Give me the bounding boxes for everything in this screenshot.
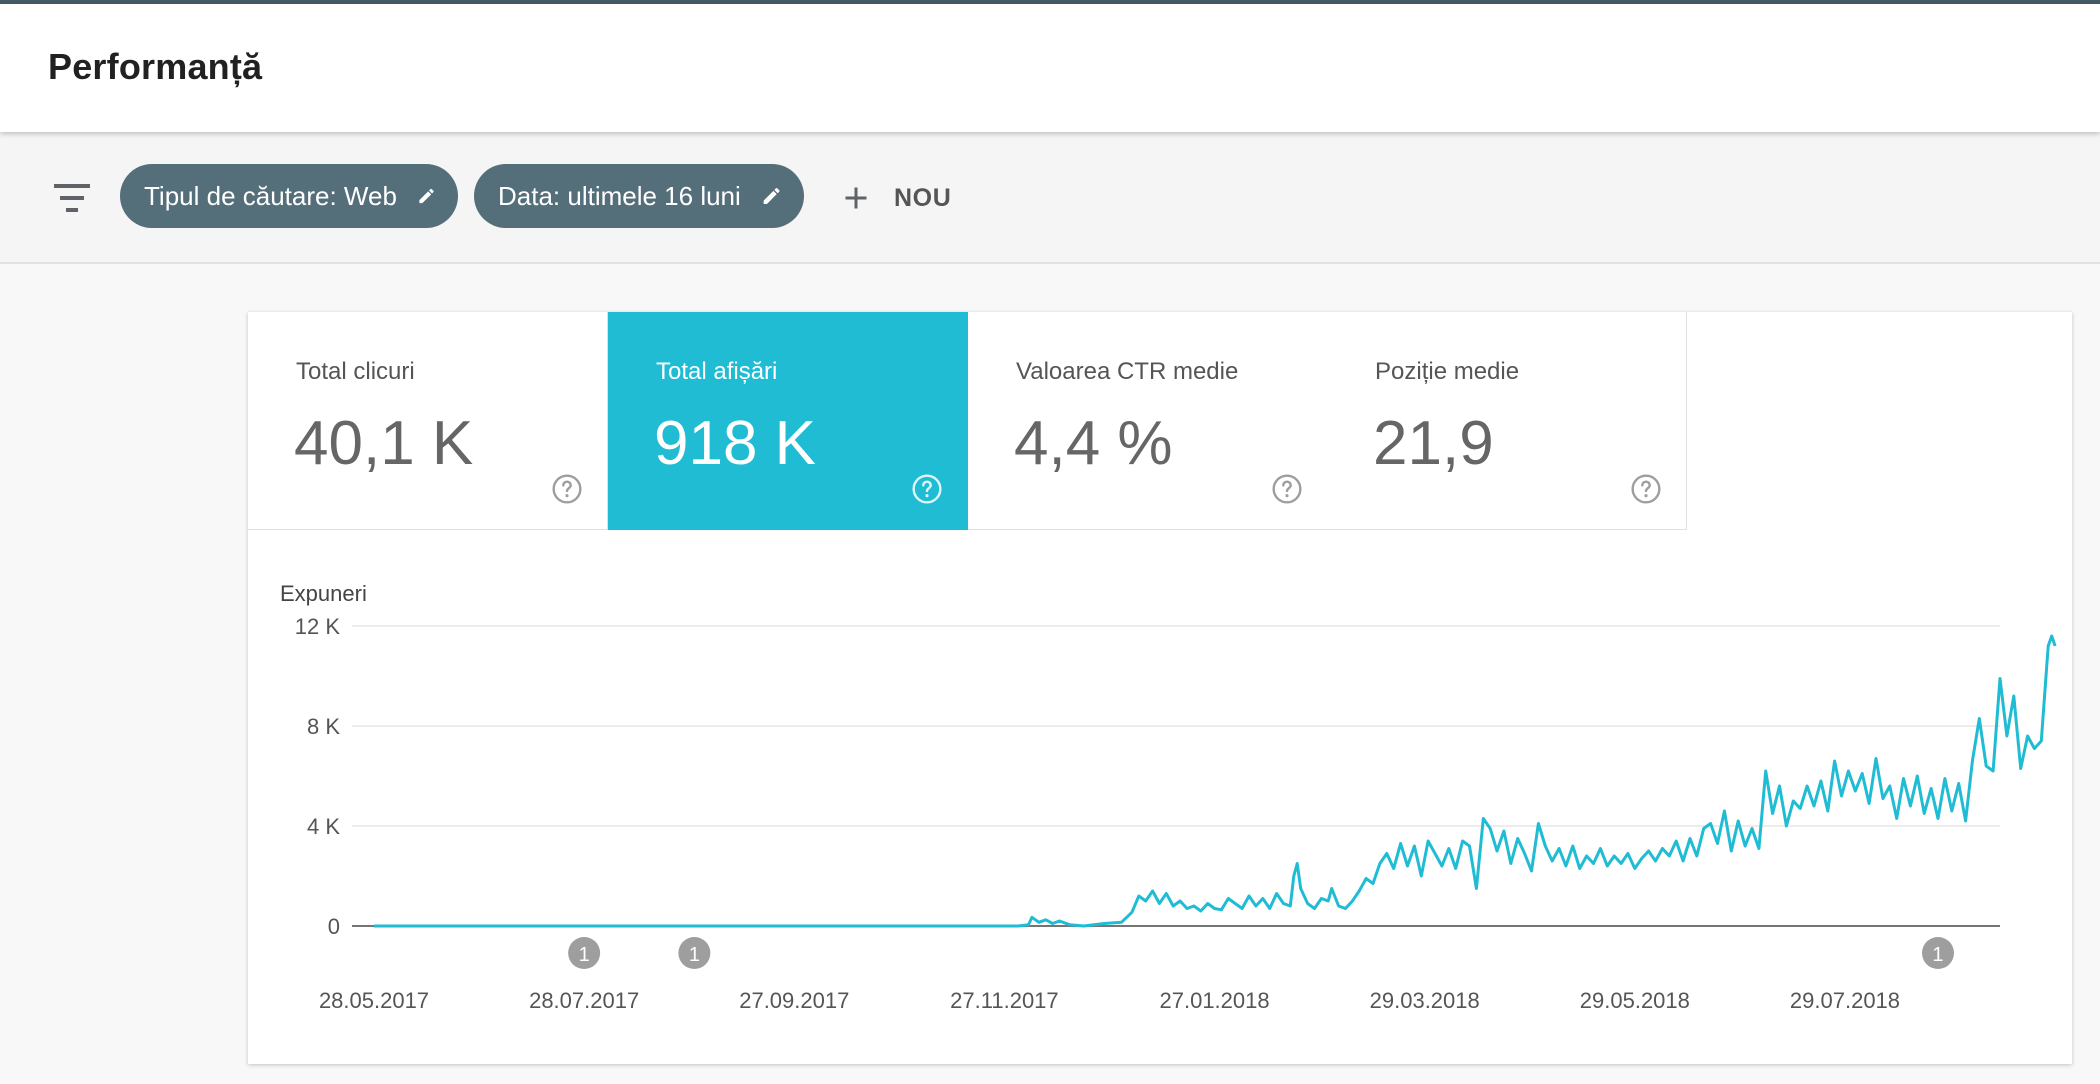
metric-label: Total clicuri	[296, 358, 415, 385]
x-tick-label: 28.07.2017	[529, 988, 639, 1013]
annotation-label: 1	[1932, 944, 1943, 966]
metric-total-clicks[interactable]: Total clicuri 40,1 K	[248, 312, 608, 530]
x-tick-label: 29.07.2018	[1790, 988, 1900, 1013]
annotation-label: 1	[689, 944, 700, 966]
metric-average-ctr[interactable]: Valoarea CTR medie 4,4 %	[968, 312, 1328, 530]
metric-value: 918 K	[654, 409, 817, 478]
metric-value: 21,9	[1373, 409, 1494, 478]
page-title: Performanță	[48, 46, 263, 87]
new-filter-button[interactable]: NOU	[838, 172, 951, 224]
impressions-chart[interactable]: Expuneri 0 4 K 8 K 12 K 28.05.2017 28.07.2017 2…	[248, 530, 2072, 1064]
x-tick-label: 27.11.2017	[950, 988, 1058, 1013]
pencil-icon[interactable]	[761, 181, 782, 211]
help-icon[interactable]	[551, 473, 583, 505]
annotation-label: 1	[579, 944, 590, 966]
y-tick-label: 4 K	[307, 814, 340, 839]
new-filter-label: NOU	[894, 183, 952, 212]
search-type-chip[interactable]: Tipul de căutare: Web	[120, 164, 458, 228]
page-header: Performanță	[0, 4, 2100, 132]
x-tick-label: 29.05.2018	[1580, 988, 1690, 1013]
help-icon[interactable]	[1271, 473, 1303, 505]
performance-card: Total clicuri 40,1 K Total afișări 918 K…	[248, 312, 2072, 1064]
help-icon[interactable]	[1630, 473, 1662, 505]
pencil-icon[interactable]	[417, 181, 436, 211]
x-tick-label: 29.03.2018	[1370, 988, 1480, 1013]
x-tick-label: 28.05.2017	[319, 988, 429, 1013]
annotation-marker[interactable]	[1921, 937, 1954, 969]
metric-total-impressions[interactable]: Total afișări 918 K	[608, 312, 968, 530]
date-range-chip-label: Data: ultimele 16 luni	[498, 180, 741, 211]
x-tick-label: 27.01.2018	[1160, 988, 1270, 1013]
y-tick-label: 0	[328, 914, 340, 939]
top-accent-line	[0, 0, 2100, 4]
impressions-series-line	[374, 634, 2057, 928]
plus-icon	[845, 187, 867, 209]
annotation-marker[interactable]	[678, 937, 711, 969]
metric-value: 4,4 %	[1014, 409, 1173, 478]
metric-label: Valoarea CTR medie	[1016, 358, 1239, 385]
help-icon[interactable]	[911, 473, 943, 505]
metric-value: 40,1 K	[294, 409, 474, 478]
date-range-chip[interactable]: Data: ultimele 16 luni	[474, 164, 804, 228]
filter-bar: Tipul de căutare: Web Data: ultimele 16 …	[0, 132, 2100, 264]
metric-label: Poziție medie	[1375, 358, 1520, 385]
y-tick-label: 12 K	[295, 614, 341, 639]
filter-icon[interactable]	[50, 180, 94, 216]
metric-average-position[interactable]: Poziție medie 21,9	[1327, 312, 1687, 530]
search-type-chip-label: Tipul de căutare: Web	[144, 180, 397, 211]
y-tick-label: 8 K	[307, 714, 340, 739]
metric-label: Total afișări	[656, 358, 778, 385]
y-axis-title: Expuneri	[280, 581, 367, 606]
annotation-marker[interactable]	[568, 937, 601, 969]
x-tick-label: 27.09.2017	[739, 988, 849, 1013]
